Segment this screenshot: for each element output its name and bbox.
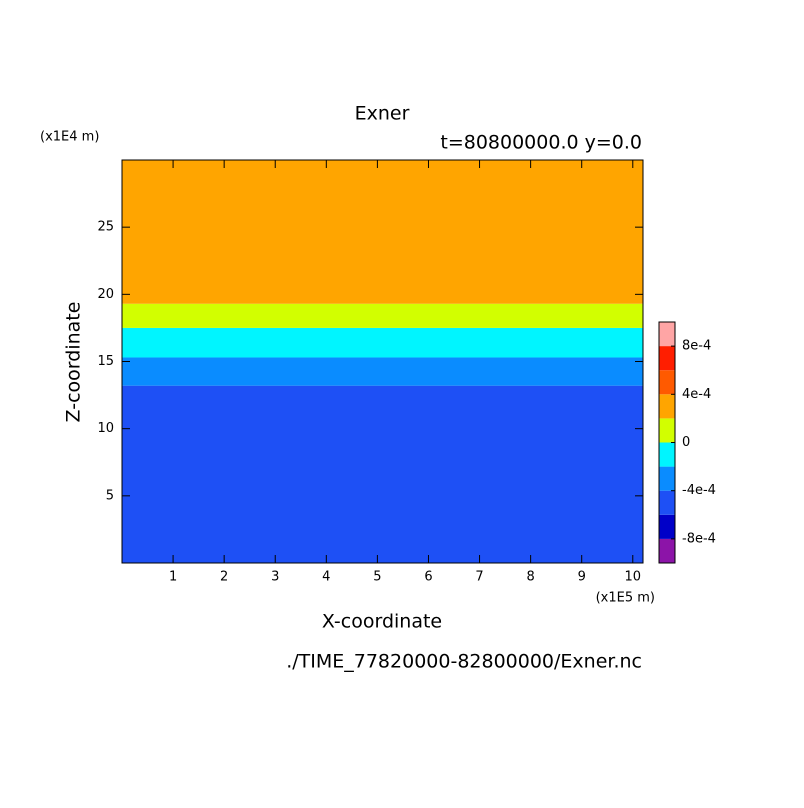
y-unit: (x1E4 m) (40, 130, 99, 145)
y-axis-label: Z-coordinate (63, 302, 85, 423)
colorbar-tick-label: 0 (682, 435, 690, 450)
x-tick-label: 6 (424, 570, 432, 585)
colorbar-segment (659, 346, 675, 371)
colorbar-tick-label: -4e-4 (682, 483, 716, 498)
contour-band (122, 303, 643, 328)
x-tick-label: 9 (578, 570, 586, 585)
y-tick-label: 5 (106, 488, 114, 503)
colorbar-segment (659, 538, 675, 563)
y-tick-label: 25 (97, 220, 114, 235)
x-axis-label: X-coordinate (322, 611, 442, 633)
x-tick-label: 1 (169, 570, 177, 585)
x-tick-label: 2 (220, 570, 228, 585)
footer: ./TIME_77820000-82800000/Exner.nc (286, 651, 642, 673)
colorbar-segment (659, 394, 675, 419)
x-tick-label: 10 (625, 570, 642, 585)
x-unit: (x1E5 m) (596, 591, 655, 606)
colorbar-segment (659, 322, 675, 347)
x-tick-label: 7 (475, 570, 483, 585)
contour-band (122, 385, 643, 563)
contour-band (122, 327, 643, 358)
contour-band (122, 357, 643, 386)
x-tick-label: 3 (271, 570, 279, 585)
colorbar-segment (659, 442, 675, 467)
colorbar-segment (659, 370, 675, 395)
colorbar-segment (659, 514, 675, 539)
contour-band (122, 160, 643, 304)
colorbar-tick-label: 4e-4 (682, 387, 711, 402)
x-tick-label: 5 (373, 570, 381, 585)
colorbar-segment (659, 490, 675, 515)
colorbar-segment (659, 466, 675, 491)
y-tick-label: 10 (97, 421, 114, 436)
colorbar-tick-label: 8e-4 (682, 339, 711, 354)
colorbar-tick-label: -8e-4 (682, 531, 716, 546)
x-tick-label: 4 (322, 570, 330, 585)
chart-title: Exner (355, 103, 410, 125)
colorbar-segment (659, 418, 675, 443)
x-tick-label: 8 (526, 570, 534, 585)
y-tick-label: 20 (97, 287, 114, 302)
chart-subtitle: t=80800000.0 y=0.0 (440, 132, 642, 154)
y-tick-label: 15 (97, 354, 114, 369)
